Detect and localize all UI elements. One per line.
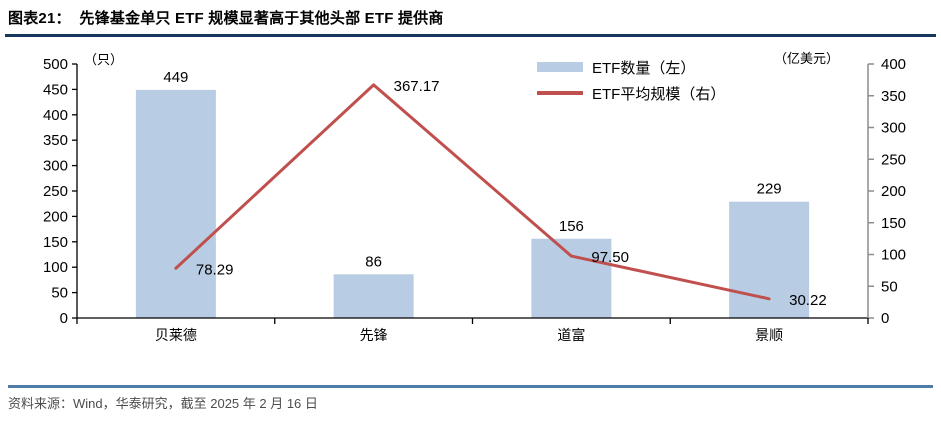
right-axis-tick-label: 250 xyxy=(881,151,906,168)
legend-item-etf-avg-size: ETF平均规模（右） xyxy=(537,80,725,106)
category-label: 先锋 xyxy=(360,327,388,343)
category-label: 贝莱德 xyxy=(155,327,197,343)
line-value-label: 97.50 xyxy=(591,249,629,266)
legend-line-swatch-icon xyxy=(537,91,583,95)
left-axis-tick-label: 350 xyxy=(43,132,68,149)
left-axis-unit-label: （只） xyxy=(84,52,124,67)
bar-value-label: 156 xyxy=(559,218,584,235)
left-axis-tick-label: 200 xyxy=(43,208,68,225)
bar-1 xyxy=(333,274,414,318)
left-axis-tick-label: 400 xyxy=(43,107,68,124)
right-axis-unit-label: （亿美元） xyxy=(774,51,840,66)
left-axis-tick-label: 50 xyxy=(51,285,68,302)
line-value-label: 30.22 xyxy=(789,292,827,309)
figure-title: 图表21： 先锋基金单只 ETF 规模显著高于其他头部 ETF 提供商 xyxy=(8,10,444,27)
chart-svg: 0 50 100 150 200 250 300 350 400 450 500 0 50 100 150 2… xyxy=(43,56,906,343)
right-axis-tick-label: 100 xyxy=(881,247,906,264)
figure-header: 图表21： 先锋基金单只 ETF 规模显著高于其他头部 ETF 提供商 xyxy=(5,5,936,37)
right-axis-tick-label: 300 xyxy=(881,120,906,137)
source-note: 资料来源：Wind，华泰研究，截至 2025 年 2 月 16 日 xyxy=(8,396,318,411)
bar-value-label: 449 xyxy=(163,69,188,86)
legend-label-etf-avg-size: ETF平均规模（右） xyxy=(592,85,726,103)
legend-bar-swatch-icon xyxy=(537,62,583,72)
left-axis-tick-label: 250 xyxy=(43,183,68,200)
footer-rule xyxy=(8,385,933,388)
legend-item-etf-count: ETF数量（左） xyxy=(537,54,725,80)
right-axis-tick-label: 400 xyxy=(881,56,906,73)
left-axis-tick-label: 0 xyxy=(60,310,68,327)
etf-avg-size-line xyxy=(174,83,771,301)
right-axis-tick-label: 0 xyxy=(881,310,889,327)
chart-legend: ETF数量（左） ETF平均规模（右） xyxy=(537,54,725,106)
left-axis-tick-label: 300 xyxy=(43,158,68,175)
line-value-label: 367.17 xyxy=(394,78,440,95)
bar-0 xyxy=(135,89,216,319)
bar-value-label: 86 xyxy=(365,253,382,270)
left-axis-tick-label: 150 xyxy=(43,234,68,251)
right-axis-tick-label: 50 xyxy=(881,278,898,295)
legend-label-etf-count: ETF数量（左） xyxy=(592,59,696,77)
left-axis-tick-label: 100 xyxy=(43,259,68,276)
line-value-label: 78.29 xyxy=(196,261,234,278)
category-label: 道富 xyxy=(557,327,585,343)
left-axis-tick-label: 450 xyxy=(43,81,68,98)
category-label: 景顺 xyxy=(755,327,783,343)
right-axis-tick-label: 200 xyxy=(881,183,906,200)
right-axis-tick-label: 150 xyxy=(881,215,906,232)
bar-2 xyxy=(531,238,612,318)
title-underline-rule xyxy=(5,34,936,37)
bar-value-label: 229 xyxy=(757,181,782,198)
left-axis-tick-label: 500 xyxy=(43,56,68,73)
right-axis-tick-label: 350 xyxy=(881,88,906,105)
